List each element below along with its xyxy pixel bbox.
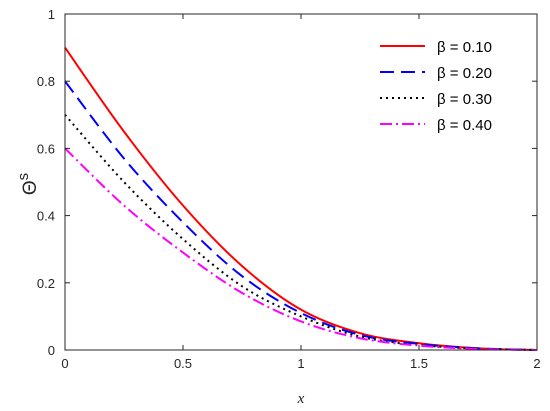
y-tick-label: 0.6 bbox=[37, 141, 55, 156]
x-axis-title: x bbox=[297, 391, 305, 407]
series-line-4 bbox=[64, 147, 538, 351]
y-tick-label: 0.4 bbox=[37, 209, 55, 224]
legend-label-3: β = 0.30 bbox=[437, 91, 492, 108]
x-tick-label: 0.5 bbox=[174, 356, 192, 371]
x-tick-label: 0 bbox=[61, 356, 68, 371]
y-tick-label: 1 bbox=[48, 7, 55, 22]
y-axis-title-main: Θ bbox=[20, 180, 41, 195]
plot-lines bbox=[64, 47, 538, 351]
legend-label-2: β = 0.20 bbox=[437, 65, 492, 82]
legend-label-1: β = 0.10 bbox=[437, 39, 492, 56]
y-tick-label: 0 bbox=[48, 343, 55, 358]
y-axis-title-superscript: s bbox=[15, 173, 32, 181]
tick-labels: 0 0.5 1 1.5 2 0 0.2 0.4 0.6 0.8 1 bbox=[37, 7, 541, 371]
axis-ticks bbox=[64, 13, 538, 351]
legend-label-4: β = 0.40 bbox=[437, 117, 492, 134]
y-tick-label: 0.8 bbox=[37, 74, 55, 89]
x-tick-label: 1 bbox=[297, 356, 304, 371]
x-tick-label: 2 bbox=[533, 356, 540, 371]
x-tick-label: 1.5 bbox=[410, 356, 428, 371]
legend: β = 0.10 β = 0.20 β = 0.30 β = 0.40 bbox=[380, 39, 492, 134]
y-axis-title: Θs bbox=[15, 173, 41, 195]
y-tick-label: 0.2 bbox=[37, 276, 55, 291]
